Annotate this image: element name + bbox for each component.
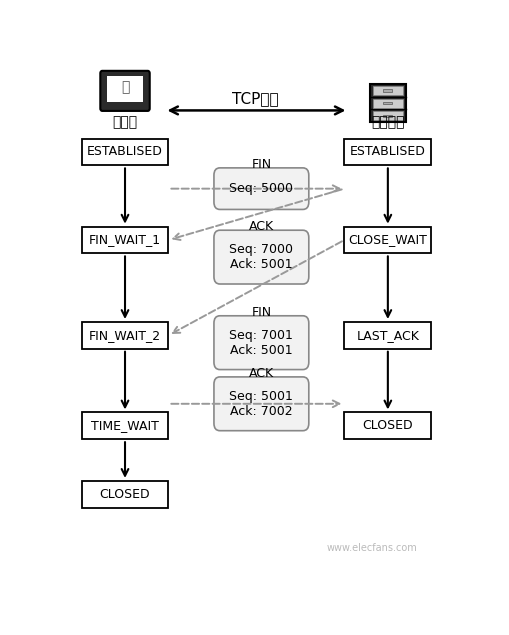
Text: CLOSED: CLOSED: [99, 488, 150, 501]
FancyBboxPatch shape: [214, 316, 308, 370]
Text: : : [121, 80, 129, 94]
FancyBboxPatch shape: [81, 412, 168, 439]
FancyBboxPatch shape: [344, 227, 431, 253]
Text: LAST_ACK: LAST_ACK: [356, 329, 418, 342]
Text: Seq: 7001
Ack: 5001: Seq: 7001 Ack: 5001: [229, 329, 293, 357]
Polygon shape: [108, 101, 142, 104]
Text: ESTABLISED: ESTABLISED: [349, 145, 425, 159]
FancyBboxPatch shape: [81, 322, 168, 349]
Text: CLOSE_WAIT: CLOSE_WAIT: [348, 234, 427, 246]
FancyBboxPatch shape: [214, 168, 308, 210]
FancyBboxPatch shape: [372, 98, 402, 107]
Text: Seq: 5000: Seq: 5000: [229, 182, 293, 195]
Text: FIN_WAIT_2: FIN_WAIT_2: [89, 329, 161, 342]
FancyBboxPatch shape: [106, 76, 143, 102]
FancyBboxPatch shape: [383, 89, 391, 91]
FancyBboxPatch shape: [344, 322, 431, 349]
Text: www.elecfans.com: www.elecfans.com: [326, 543, 416, 553]
FancyBboxPatch shape: [383, 114, 391, 117]
Text: Seq: 5001
Ack: 7002: Seq: 5001 Ack: 7002: [229, 390, 293, 418]
Text: FIN: FIN: [251, 306, 271, 319]
Text: TIME_WAIT: TIME_WAIT: [91, 419, 159, 432]
FancyBboxPatch shape: [344, 138, 431, 166]
Text: Seq: 7000
Ack: 5001: Seq: 7000 Ack: 5001: [229, 243, 293, 271]
Text: ACK: ACK: [248, 220, 273, 233]
Text: TCP连接: TCP连接: [232, 91, 278, 105]
FancyBboxPatch shape: [372, 111, 402, 120]
FancyBboxPatch shape: [344, 412, 431, 439]
FancyBboxPatch shape: [214, 231, 308, 284]
Text: ESTABLISED: ESTABLISED: [87, 145, 163, 159]
Text: 服务器端: 服务器端: [371, 116, 404, 130]
FancyBboxPatch shape: [372, 86, 402, 95]
FancyBboxPatch shape: [214, 377, 308, 431]
FancyBboxPatch shape: [100, 71, 150, 111]
FancyBboxPatch shape: [81, 481, 168, 508]
Text: CLOSED: CLOSED: [362, 419, 412, 432]
FancyBboxPatch shape: [383, 102, 391, 104]
FancyBboxPatch shape: [81, 138, 168, 166]
FancyBboxPatch shape: [81, 227, 168, 253]
Text: FIN: FIN: [251, 158, 271, 171]
Text: ACK: ACK: [248, 367, 273, 380]
FancyBboxPatch shape: [370, 84, 405, 122]
Text: 客户端: 客户端: [112, 116, 137, 130]
Text: FIN_WAIT_1: FIN_WAIT_1: [89, 234, 161, 246]
